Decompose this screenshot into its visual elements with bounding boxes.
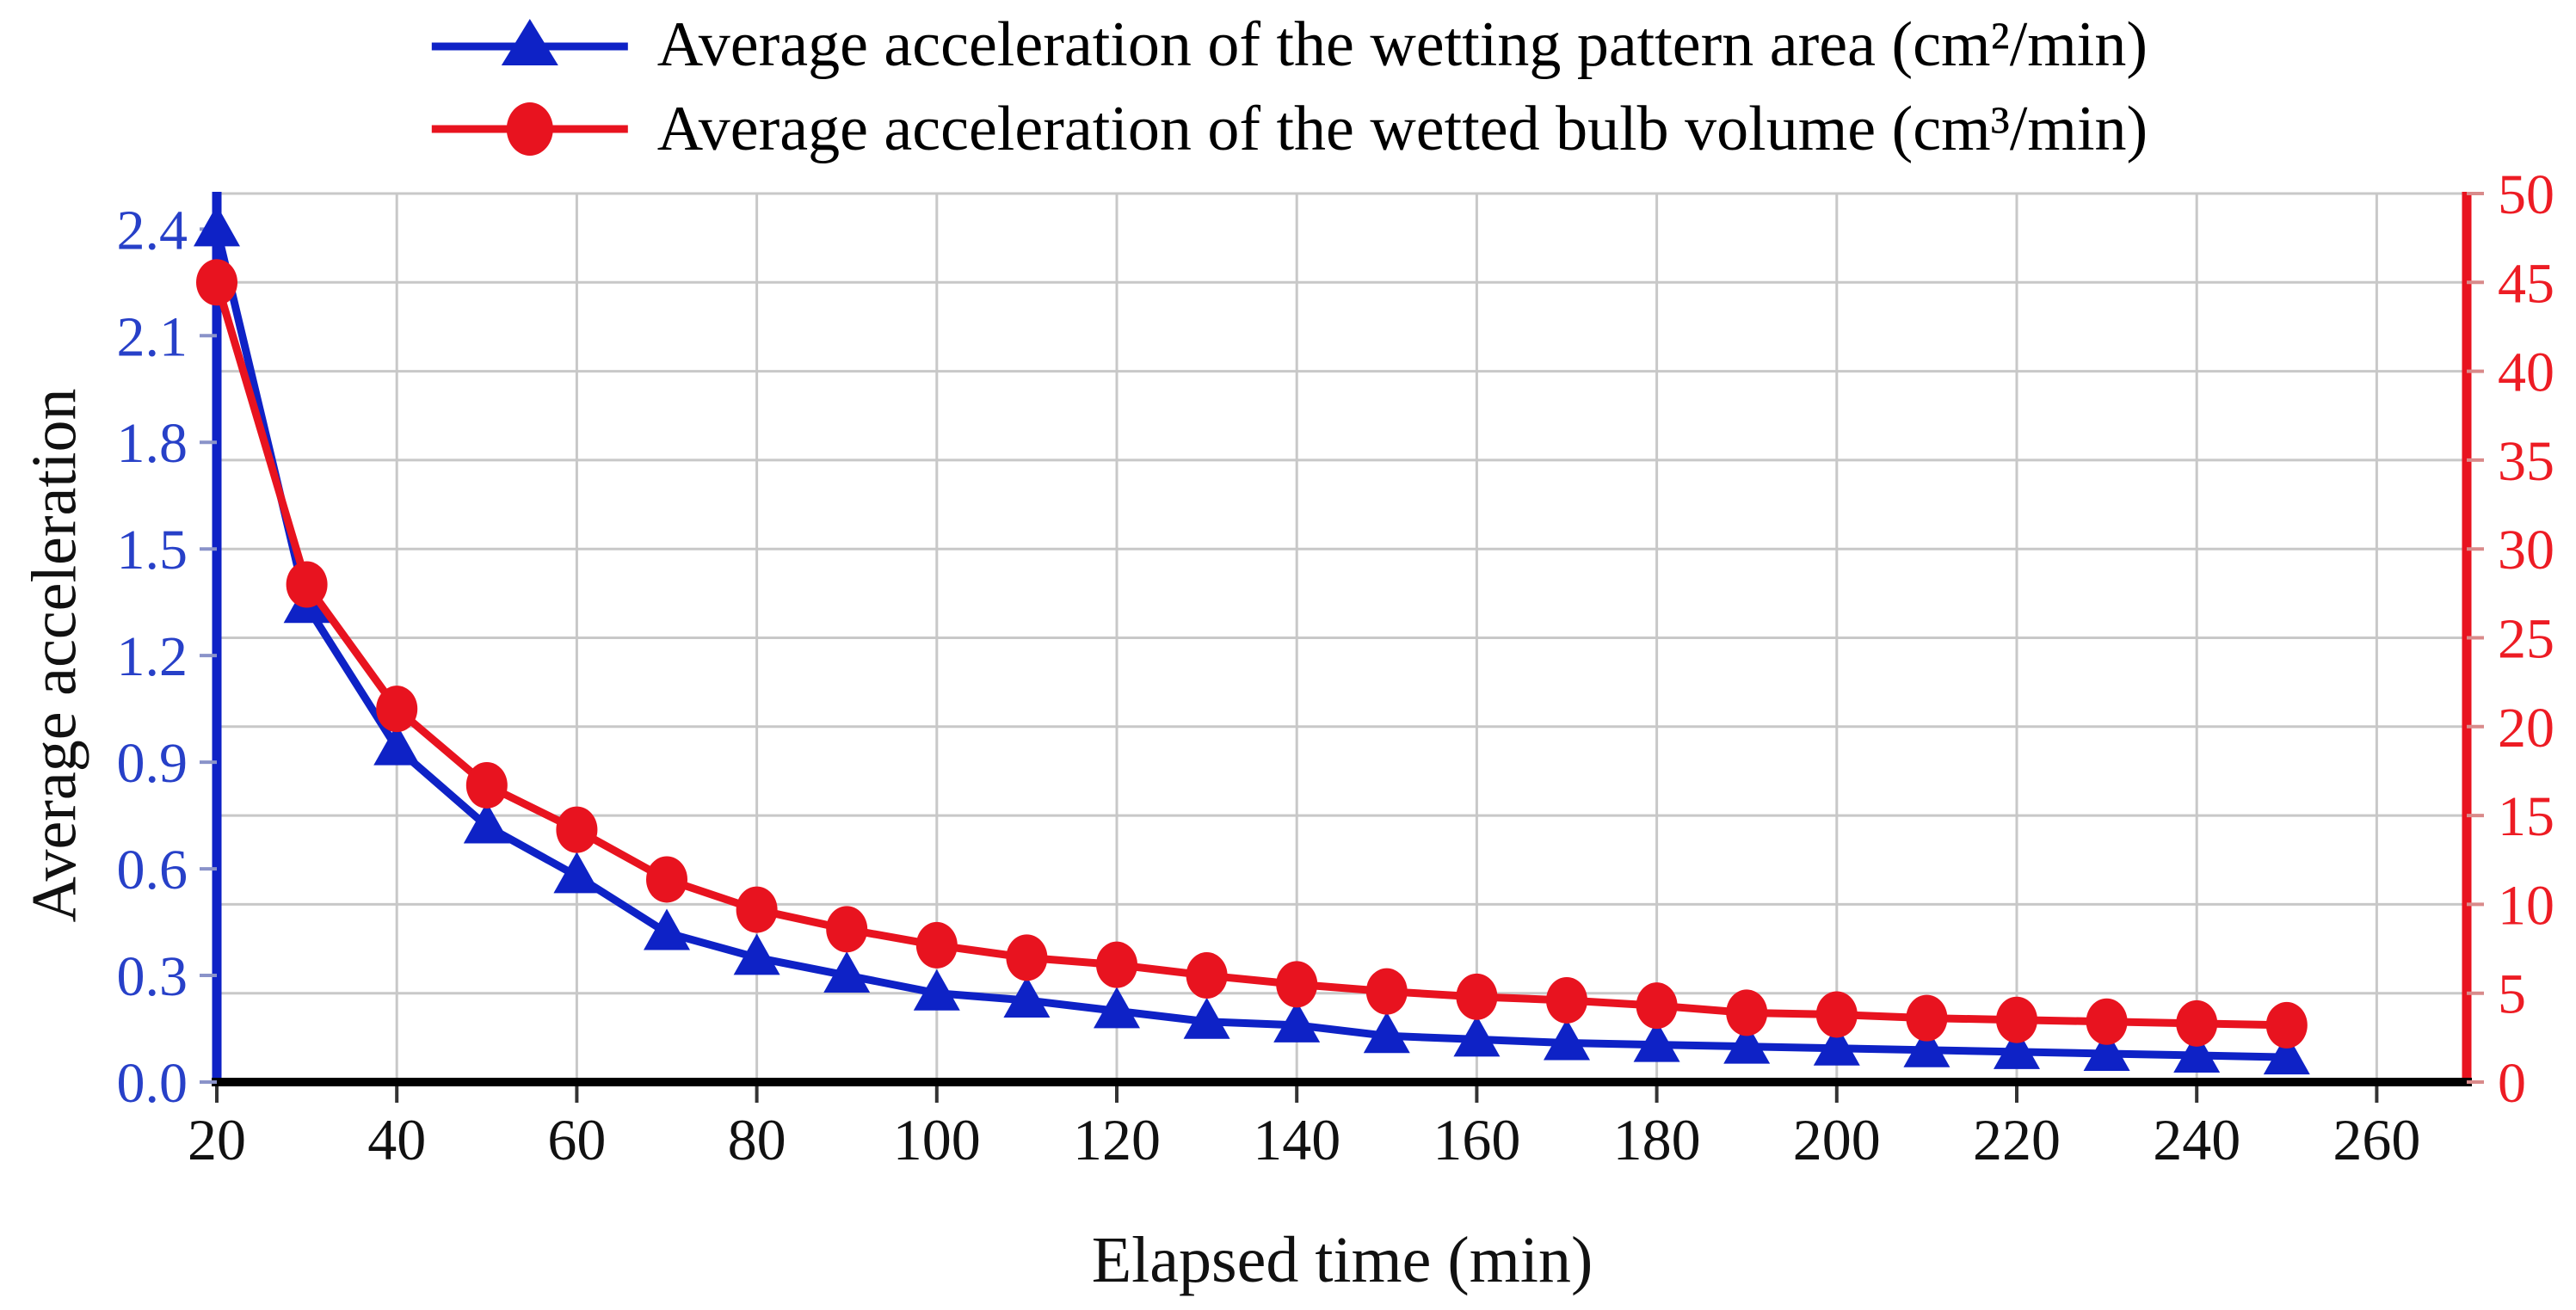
svg-text:260: 260 [2333, 1107, 2420, 1172]
y-axis-title: Average acceleration [19, 388, 90, 923]
svg-text:200: 200 [1793, 1107, 1881, 1172]
svg-text:0.9: 0.9 [117, 732, 188, 795]
svg-text:160: 160 [1433, 1107, 1520, 1172]
svg-text:100: 100 [893, 1107, 981, 1172]
circle-marker-icon [431, 102, 628, 156]
svg-text:1.2: 1.2 [117, 625, 188, 688]
legend: Average acceleration of the wetting patt… [428, 5, 2148, 169]
svg-text:240: 240 [2153, 1107, 2240, 1172]
svg-text:0.6: 0.6 [117, 839, 188, 901]
x-axis-title: Elapsed time (min) [1091, 1224, 1593, 1296]
svg-text:60: 60 [547, 1107, 606, 1172]
svg-text:25: 25 [2498, 608, 2554, 671]
svg-text:2.4: 2.4 [117, 199, 188, 261]
legend-item-area: Average acceleration of the wetting patt… [428, 5, 2148, 84]
svg-text:0: 0 [2498, 1052, 2526, 1115]
svg-text:0.0: 0.0 [117, 1052, 188, 1115]
svg-text:2.1: 2.1 [117, 305, 188, 368]
svg-text:35: 35 [2498, 430, 2554, 493]
svg-text:1.8: 1.8 [117, 412, 188, 475]
svg-text:140: 140 [1253, 1107, 1340, 1172]
svg-text:40: 40 [2498, 341, 2554, 404]
svg-text:0.3: 0.3 [117, 945, 188, 1008]
svg-text:220: 220 [1973, 1107, 2061, 1172]
svg-text:1.5: 1.5 [117, 519, 188, 581]
legend-item-volume: Average acceleration of the wetted bulb … [428, 89, 2148, 169]
svg-text:20: 20 [188, 1107, 246, 1172]
svg-text:15: 15 [2498, 785, 2554, 848]
svg-text:120: 120 [1073, 1107, 1161, 1172]
svg-text:50: 50 [2498, 163, 2554, 226]
triangle-marker-icon [431, 19, 628, 65]
svg-text:10: 10 [2498, 874, 2554, 937]
svg-text:45: 45 [2498, 252, 2554, 315]
svg-text:30: 30 [2498, 519, 2554, 581]
svg-text:80: 80 [728, 1107, 786, 1172]
legend-label-volume: Average acceleration of the wetted bulb … [656, 94, 2148, 164]
svg-text:180: 180 [1613, 1107, 1701, 1172]
svg-text:5: 5 [2498, 963, 2526, 1026]
legend-label-area: Average acceleration of the wetting patt… [656, 9, 2148, 80]
svg-text:40: 40 [367, 1107, 426, 1172]
svg-text:20: 20 [2498, 697, 2554, 760]
